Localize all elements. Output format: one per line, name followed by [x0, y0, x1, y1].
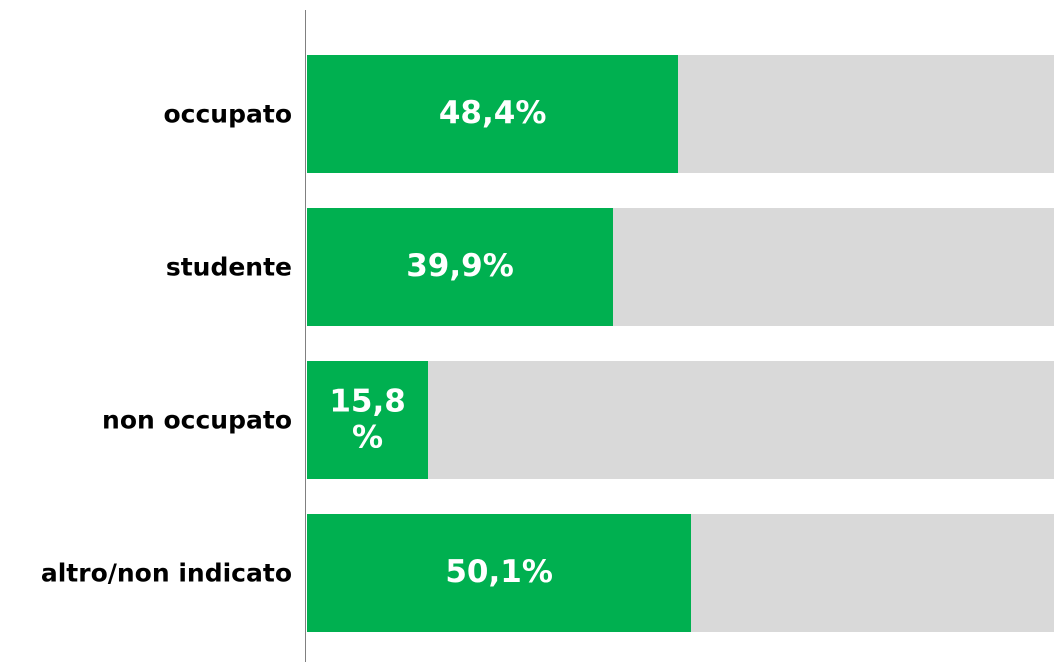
- category-label: occupato: [163, 99, 292, 129]
- track: [307, 361, 1054, 479]
- bar: [307, 55, 679, 173]
- value-label: 50,1%: [445, 554, 553, 591]
- category-label: studente: [165, 252, 292, 282]
- y-axis-line: [305, 10, 306, 662]
- category-label: altro/non indicato: [40, 558, 292, 588]
- bar: [307, 208, 614, 326]
- bar: [307, 514, 692, 632]
- category-label: non occupato: [102, 405, 292, 435]
- value-label: 48,4%: [438, 95, 547, 132]
- bar: [307, 361, 429, 479]
- value-label: 15,8%: [329, 383, 406, 455]
- value-label: 39,9%: [406, 248, 514, 285]
